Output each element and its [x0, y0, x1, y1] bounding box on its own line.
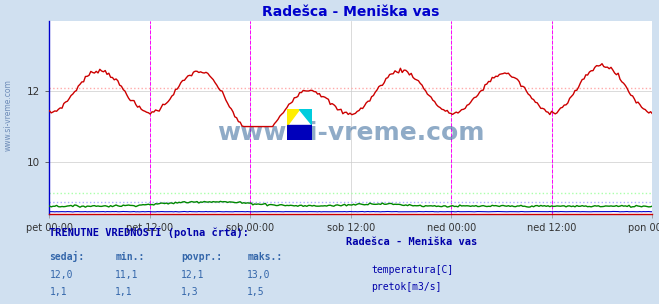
Text: www.si-vreme.com: www.si-vreme.com: [3, 80, 13, 151]
Text: sedaj:: sedaj:: [49, 251, 84, 262]
Text: min.:: min.:: [115, 252, 145, 262]
Polygon shape: [287, 109, 299, 125]
Text: TRENUTNE VREDNOSTI (polna črta):: TRENUTNE VREDNOSTI (polna črta):: [49, 227, 249, 238]
Text: 1,3: 1,3: [181, 288, 199, 298]
Text: povpr.:: povpr.:: [181, 252, 222, 262]
Text: Radešca - Meniška vas: Radešca - Meniška vas: [346, 237, 477, 247]
Text: pretok[m3/s]: pretok[m3/s]: [371, 282, 442, 292]
Text: 13,0: 13,0: [247, 270, 271, 280]
Text: 12,0: 12,0: [49, 270, 73, 280]
Polygon shape: [299, 109, 312, 125]
Text: 1,1: 1,1: [49, 288, 67, 298]
Text: maks.:: maks.:: [247, 252, 282, 262]
Text: www.si-vreme.com: www.si-vreme.com: [217, 121, 484, 145]
Text: 1,5: 1,5: [247, 288, 265, 298]
Text: 12,1: 12,1: [181, 270, 205, 280]
Text: temperatura[C]: temperatura[C]: [371, 265, 453, 275]
Title: Radešca - Meniška vas: Radešca - Meniška vas: [262, 5, 440, 19]
Text: 1,1: 1,1: [115, 288, 133, 298]
Text: 11,1: 11,1: [115, 270, 139, 280]
Polygon shape: [287, 125, 312, 140]
